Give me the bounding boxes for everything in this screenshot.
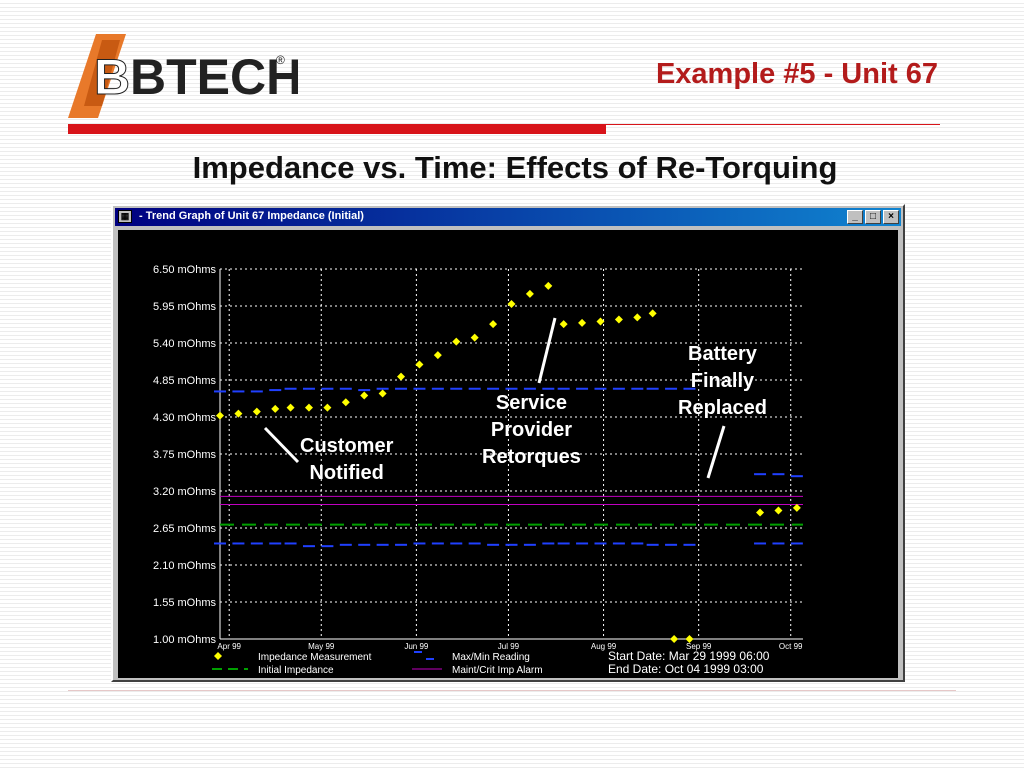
measurement-point: [378, 389, 387, 398]
measurement-point: [286, 403, 295, 412]
measurement-point: [341, 398, 350, 407]
measurement-point: [578, 318, 587, 327]
logo-mark: B BTECH ®: [68, 34, 302, 118]
annotation-battery-replaced: Battery Finally Replaced: [678, 341, 767, 422]
x-tick-label: Sep 99: [686, 642, 712, 651]
close-button[interactable]: ×: [883, 210, 899, 224]
annotation-line: Service: [495, 392, 568, 414]
start-date: Start Date: Mar 29 1999 06:00: [608, 649, 770, 663]
y-tick-label: 4.85 mOhms: [153, 375, 216, 387]
svg-text:B: B: [94, 49, 130, 105]
x-tick-label: Aug 99: [591, 642, 617, 651]
measurement-point: [489, 320, 498, 329]
y-tick-label: 1.00 mOhms: [153, 634, 216, 646]
plot-area: 6.50 mOhms 5.95 mOhms 5.40 mOhms 4.85 mOhms…: [118, 230, 898, 678]
measurement-point: [685, 635, 694, 643]
annotation-line: Battery: [688, 343, 757, 365]
minimize-button[interactable]: _: [847, 210, 863, 224]
measurement-point: [774, 506, 783, 515]
annotation-line: Retorques: [482, 446, 581, 468]
x-tick-label: May 99: [308, 642, 335, 651]
measurement-point: [525, 289, 534, 298]
footer-rule: [68, 690, 956, 691]
header-rule: [68, 124, 606, 134]
y-tick-label: 5.40 mOhms: [153, 338, 216, 350]
annotation-line: Customer: [300, 435, 394, 457]
y-tick-label: 2.10 mOhms: [153, 560, 216, 572]
legend-label: Maint/Crit Imp Alarm: [452, 665, 543, 676]
measurement-point: [648, 309, 657, 318]
measurement-point: [271, 404, 280, 413]
measurement-point: [252, 407, 261, 416]
window-titlebar[interactable]: ▦ - Trend Graph of Unit 67 Impedance (In…: [115, 208, 901, 226]
annotation-customer-notified: Customer Notified: [300, 433, 393, 487]
annotation-line: Replaced: [678, 397, 767, 419]
measurement-point: [507, 299, 516, 308]
measurement-point: [670, 635, 679, 643]
legend-label: Impedance Measurement: [258, 652, 372, 663]
y-tick-label: 4.30 mOhms: [153, 412, 216, 424]
y-tick-label: 3.20 mOhms: [153, 486, 216, 498]
measurement-point: [216, 411, 224, 420]
trend-graph-window: ▦ - Trend Graph of Unit 67 Impedance (In…: [111, 204, 905, 682]
measurement-point: [792, 503, 801, 512]
logo-text: BTECH: [130, 49, 298, 105]
system-menu-icon[interactable]: ▦: [118, 210, 132, 223]
measurement-point: [470, 333, 479, 342]
window-title: - Trend Graph of Unit 67 Impedance (Init…: [139, 210, 364, 222]
annotation-line: Provider: [490, 419, 573, 441]
header-rule-thin: [606, 124, 940, 125]
y-tick-label: 6.50 mOhms: [153, 264, 216, 276]
x-tick-label: Jul 99: [498, 642, 520, 651]
annotation-line: Notified: [309, 462, 384, 484]
annotation-service-provider: Service Provider Retorques: [482, 390, 581, 471]
y-tick-label: 3.75 mOhms: [153, 449, 216, 461]
slide-title: Example #5 - Unit 67: [655, 58, 938, 90]
measurement-point: [633, 313, 642, 322]
measurement-point: [614, 315, 623, 324]
y-tick-label: 1.55 mOhms: [153, 597, 216, 609]
legend-label: Max/Min Reading: [452, 652, 530, 663]
maximize-button[interactable]: □: [865, 210, 881, 224]
legend-label: Initial Impedance: [258, 665, 334, 676]
measurement-point: [304, 403, 313, 412]
annotation-line: Finally: [690, 370, 755, 392]
end-date: End Date: Oct 04 1999 03:00: [608, 662, 764, 676]
trend-chart: 6.50 mOhms 5.95 mOhms 5.40 mOhms 4.85 mOhms…: [153, 264, 803, 676]
x-tick-label: Apr 99: [217, 642, 241, 651]
measurement-point: [433, 351, 442, 360]
measurement-point: [756, 508, 765, 517]
x-tick-label: Jun 99: [404, 642, 429, 651]
y-tick-label: 5.95 mOhms: [153, 301, 216, 313]
registered-mark: ®: [276, 53, 285, 67]
measurement-point: [415, 360, 424, 369]
measurement-point: [234, 409, 243, 418]
measurement-point: [360, 391, 369, 400]
x-tick-label: Oct 99: [779, 642, 803, 651]
measurement-point: [559, 320, 568, 329]
measurement-point: [452, 337, 461, 346]
legend-symbol-measurement: [214, 652, 222, 660]
y-tick-label: 2.65 mOhms: [153, 523, 216, 535]
measurement-point: [544, 281, 553, 290]
btech-logo: B BTECH ®: [68, 34, 302, 118]
page-heading: Impedance vs. Time: Effects of Re-Torqui…: [192, 150, 838, 185]
measurement-point: [596, 317, 605, 326]
measurement-point: [323, 403, 332, 412]
measurement-point: [397, 372, 406, 381]
